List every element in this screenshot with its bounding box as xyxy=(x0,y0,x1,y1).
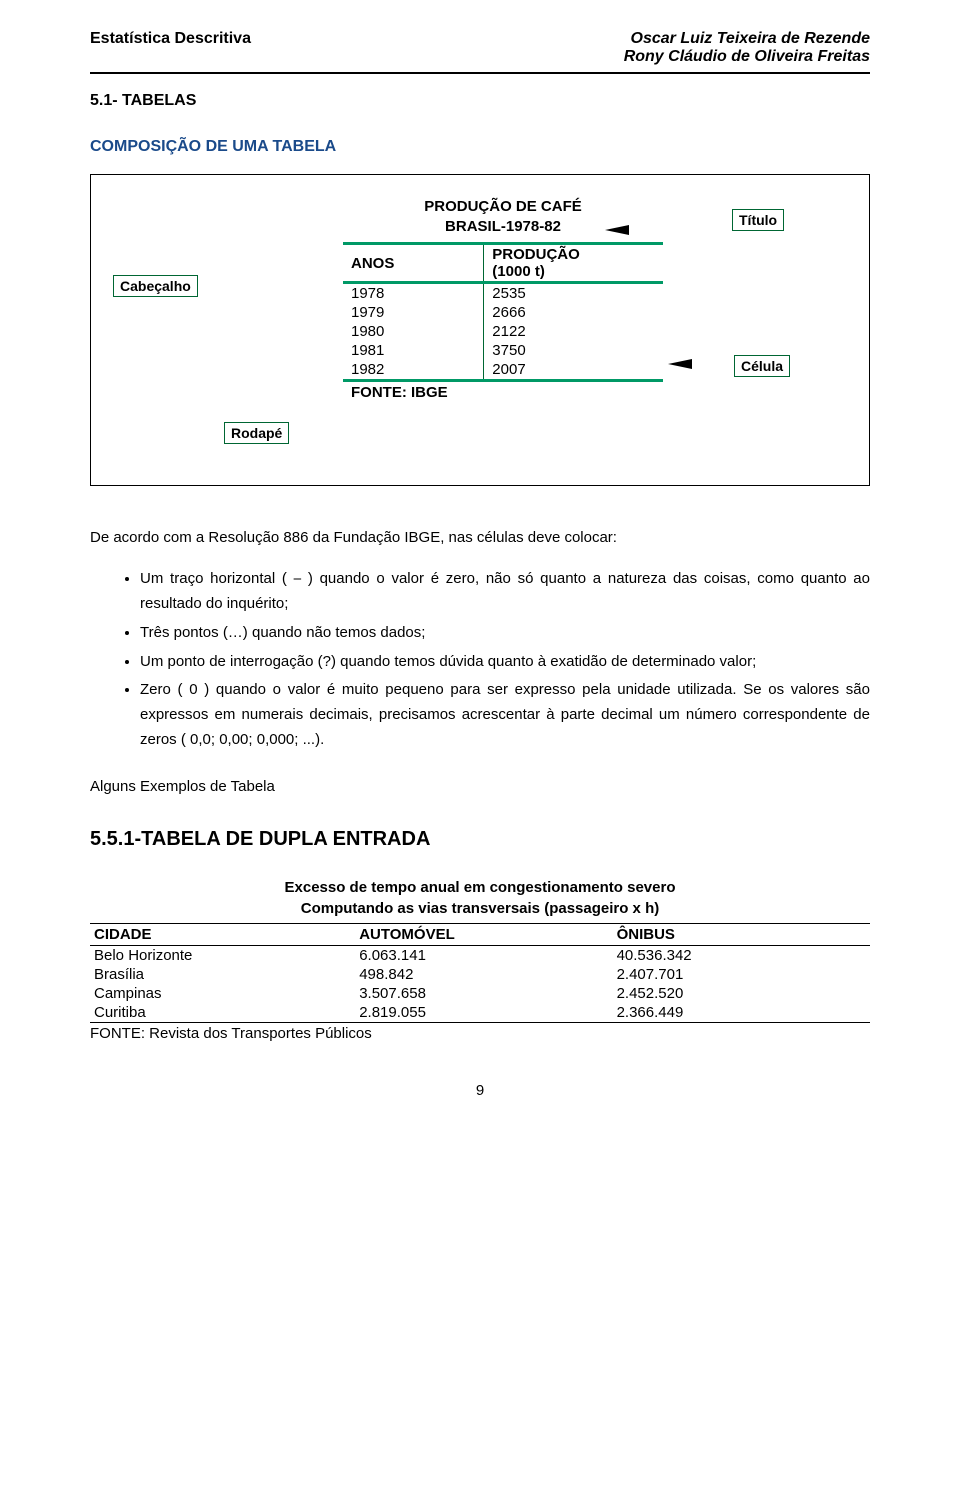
author-1: Oscar Luiz Teixeira de Rezende xyxy=(624,30,870,48)
sample-title-2: BRASIL-1978-82 xyxy=(343,217,663,237)
list-item: Um traço horizontal ( ⎯ ) quando o valor… xyxy=(140,567,870,617)
author-2: Rony Cláudio de Oliveira Freitas xyxy=(624,48,870,66)
table-row: Belo Horizonte6.063.14140.536.342 xyxy=(90,945,870,965)
intro-paragraph: De acordo com a Resolução 886 da Fundaçã… xyxy=(90,526,870,549)
sample-footer: FONTE: IBGE xyxy=(343,382,663,403)
header-divider xyxy=(90,72,870,74)
list-item: Três pontos (…) quando não temos dados; xyxy=(140,621,870,646)
table-row: 19782535 xyxy=(343,283,663,304)
subsection-heading: 5.5.1-TABELA DE DUPLA ENTRADA xyxy=(90,828,870,851)
col-anos: ANOS xyxy=(343,244,484,283)
section-number: 5.1- TABELAS xyxy=(90,92,870,110)
page-number: 9 xyxy=(90,1082,870,1099)
header-right: Oscar Luiz Teixeira de Rezende Rony Cláu… xyxy=(624,30,870,66)
table-row: Curitiba2.819.0552.366.449 xyxy=(90,1003,870,1023)
col-automovel: AUTOMÓVEL xyxy=(355,923,612,945)
header-left: Estatística Descritiva xyxy=(90,30,251,48)
table2-subtitle: Computando as vias transversais (passage… xyxy=(90,900,870,917)
table2-footer: FONTE: Revista dos Transportes Públicos xyxy=(90,1025,870,1042)
table-composition-diagram: Cabeçalho Título Célula Rodapé PRODUÇÃO … xyxy=(90,174,870,486)
table-row: Campinas3.507.6582.452.520 xyxy=(90,984,870,1003)
double-entry-table: CIDADE AUTOMÓVEL ÔNIBUS Belo Horizonte6.… xyxy=(90,923,870,1023)
col-onibus: ÔNIBUS xyxy=(613,923,870,945)
bullet-list: Um traço horizontal ( ⎯ ) quando o valor… xyxy=(90,567,870,752)
table-row: 19822007 xyxy=(343,360,663,381)
table-row: 19792666 xyxy=(343,303,663,322)
section-title: COMPOSIÇÃO DE UMA TABELA xyxy=(90,138,870,156)
table2-title: Excesso de tempo anual em congestionamen… xyxy=(90,879,870,896)
sample-title-1: PRODUÇÃO DE CAFÉ xyxy=(343,197,663,217)
examples-label: Alguns Exemplos de Tabela xyxy=(90,775,870,798)
label-titulo: Título xyxy=(732,209,784,231)
table-row: 19802122 xyxy=(343,322,663,341)
col-cidade: CIDADE xyxy=(90,923,355,945)
label-rodape: Rodapé xyxy=(224,422,289,444)
arrow-icon xyxy=(668,359,692,369)
sample-table: PRODUÇÃO DE CAFÉ BRASIL-1978-82 ANOS PRO… xyxy=(343,197,663,403)
table-row: Brasília498.8422.407.701 xyxy=(90,965,870,984)
col-producao: PRODUÇÃO (1000 t) xyxy=(484,244,663,283)
label-celula: Célula xyxy=(734,355,790,377)
list-item: Zero ( 0 ) quando o valor é muito pequen… xyxy=(140,678,870,752)
label-cabecalho: Cabeçalho xyxy=(113,275,198,297)
table-row: 19813750 xyxy=(343,341,663,360)
page-header: Estatística Descritiva Oscar Luiz Teixei… xyxy=(90,30,870,66)
list-item: Um ponto de interrogação (?) quando temo… xyxy=(140,650,870,675)
